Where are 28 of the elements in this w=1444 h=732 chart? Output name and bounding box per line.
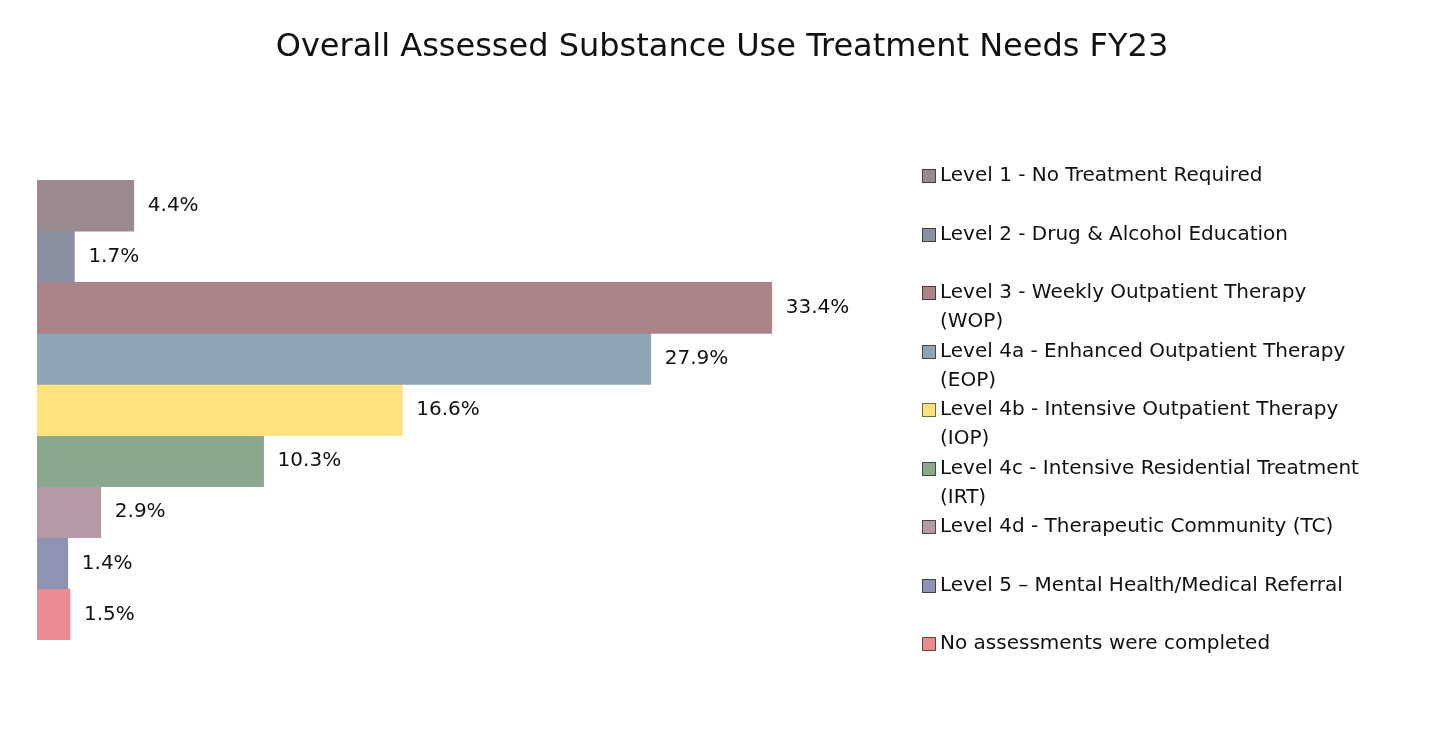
- data-label: 10.3%: [277, 447, 342, 472]
- data-label: 33.4%: [785, 293, 850, 318]
- chart-title: Overall Assessed Substance Use Treatment Needs FY23: [274, 26, 1170, 64]
- bar: [37, 537, 69, 590]
- bar: [37, 435, 264, 487]
- bar: [37, 588, 71, 640]
- data-label: 1.7%: [88, 242, 140, 267]
- data-label: 16.6%: [416, 396, 480, 421]
- legend-label: Level 5 – Mental Health/Medical Referral: [940, 570, 1343, 598]
- bar: [37, 180, 135, 232]
- data-label: 4.4%: [147, 191, 199, 216]
- bar: [37, 281, 773, 334]
- legend-label: Level 2 - Drug & Alcohol Education: [940, 219, 1288, 247]
- legend-label: Level 1 - No Treatment Required: [940, 161, 1263, 188]
- bar: [37, 486, 102, 539]
- bar: [37, 384, 403, 436]
- bar: [37, 230, 75, 283]
- data-label: 27.9%: [664, 345, 729, 370]
- data-label: 2.9%: [114, 498, 166, 523]
- data-label: 1.4%: [81, 549, 133, 574]
- bar: [37, 333, 652, 385]
- legend-label: Level 4c - Intensive Residential Treatment (IRT): [940, 453, 1360, 510]
- legend-label: Level 4a - Enhanced Outpatient Therapy (EOP): [940, 336, 1347, 393]
- legend-label: Level 4b - Intensive Outpatient Therapy (IOP): [940, 395, 1340, 451]
- data-label: 1.5%: [84, 600, 135, 625]
- legend-label: Level 3 - Weekly Outpatient Therapy (WOP): [940, 278, 1308, 334]
- legend-label: Level 4d - Therapeutic Community (TC): [940, 512, 1334, 539]
- legend-label: No assessments were completed: [940, 629, 1271, 656]
